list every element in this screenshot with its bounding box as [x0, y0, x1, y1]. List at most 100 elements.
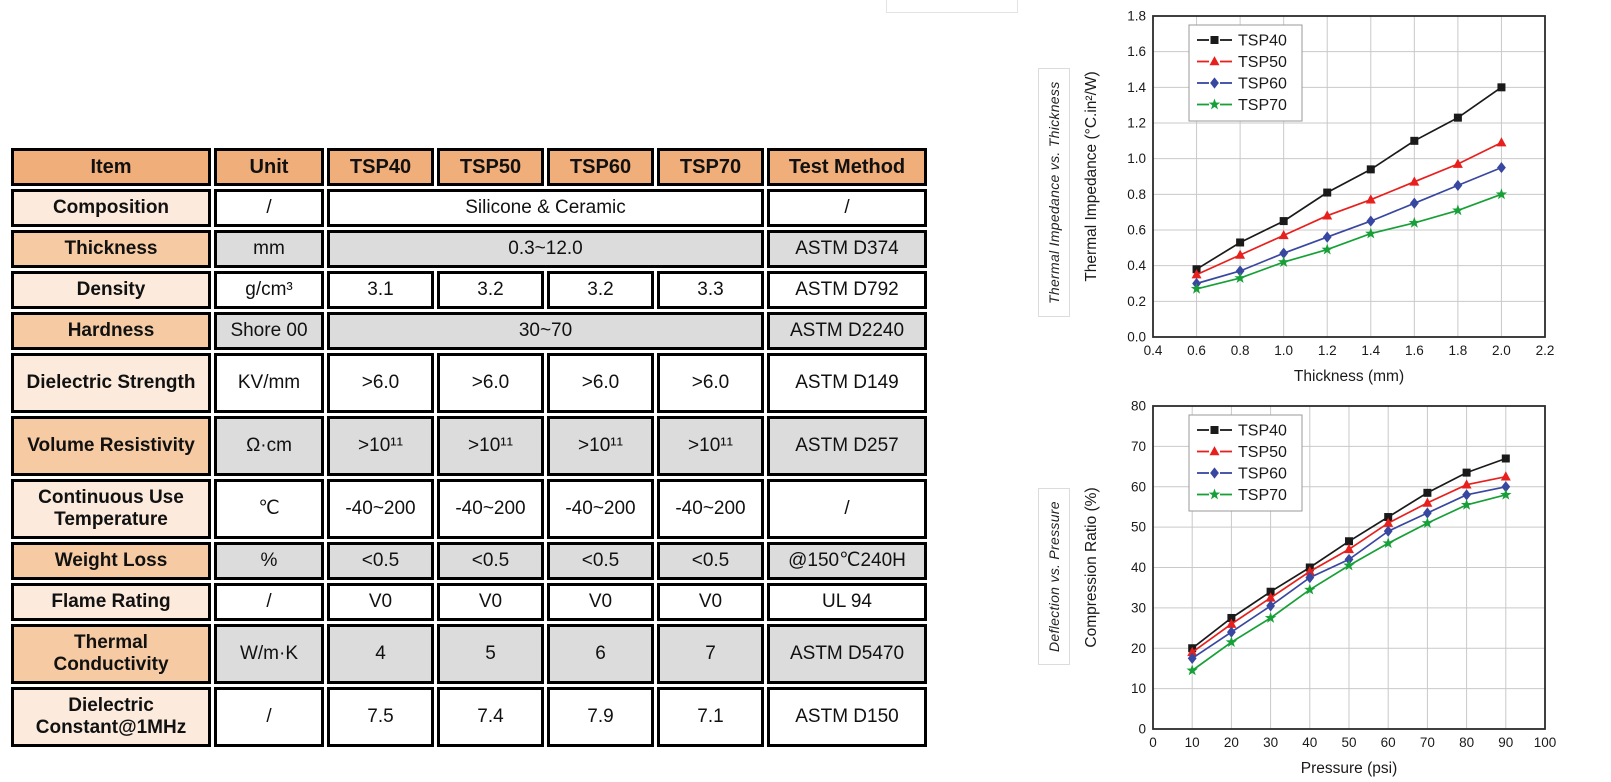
item-cell: Density [11, 271, 211, 309]
value-cell: >10¹¹ [327, 416, 434, 476]
value-cell: V0 [547, 583, 654, 621]
value-cell: 3.1 [327, 271, 434, 309]
unit-cell: g/cm³ [214, 271, 324, 309]
value-cell: 3.2 [437, 271, 544, 309]
test-method-cell: UL 94 [767, 583, 927, 621]
legend: TSP40 TSP50 TSP60 TSP70 [1188, 24, 1303, 122]
svg-text:80: 80 [1459, 735, 1474, 750]
unit-cell: W/m·K [214, 624, 324, 684]
svg-text:0.2: 0.2 [1127, 294, 1146, 309]
value-cell: <0.5 [437, 542, 544, 580]
value-cell: 4 [327, 624, 434, 684]
svg-text:1.0: 1.0 [1274, 343, 1293, 358]
svg-text:10: 10 [1185, 735, 1200, 750]
test-method-cell: ASTM D149 [767, 353, 927, 413]
spec-table: Item Unit TSP40 TSP50 TSP60 TSP70 Test Method … [8, 145, 930, 750]
svg-text:80: 80 [1131, 399, 1146, 414]
value-cell: -40~200 [547, 479, 654, 539]
unit-cell: / [214, 583, 324, 621]
svg-text:Thermal Impedance (°C.in²/W): Thermal Impedance (°C.in²/W) [1083, 71, 1100, 281]
svg-text:50: 50 [1341, 735, 1356, 750]
value-cell: 7.5 [327, 687, 434, 747]
value-cell: <0.5 [327, 542, 434, 580]
unit-cell: KV/mm [214, 353, 324, 413]
svg-text:0.8: 0.8 [1231, 343, 1250, 358]
value-cell: >6.0 [657, 353, 764, 413]
legend: TSP40 TSP50 TSP60 TSP70 [1188, 414, 1303, 512]
svg-text:TSP60: TSP60 [1238, 466, 1287, 483]
value-cell-merged: 30~70 [327, 312, 764, 350]
value-cell: 7.1 [657, 687, 764, 747]
value-cell: -40~200 [437, 479, 544, 539]
value-cell: 5 [437, 624, 544, 684]
item-cell: Flame Rating [11, 583, 211, 621]
svg-text:1.4: 1.4 [1361, 343, 1380, 358]
svg-text:30: 30 [1263, 735, 1278, 750]
value-cell: >6.0 [437, 353, 544, 413]
value-cell: <0.5 [657, 542, 764, 580]
svg-text:1.6: 1.6 [1127, 44, 1146, 59]
item-cell: Weight Loss [11, 542, 211, 580]
value-cell: 3.3 [657, 271, 764, 309]
table-row: Flame Rating / V0 V0 V0 V0 UL 94 [11, 583, 927, 621]
header-cell: TSP40 [327, 148, 434, 186]
item-cell: Dielectric Constant@1MHz [11, 687, 211, 747]
svg-text:2.2: 2.2 [1536, 343, 1555, 358]
table-row: Thermal Conductivity W/m·K 4 5 6 7 ASTM D5470 [11, 624, 927, 684]
test-method-cell: ASTM D150 [767, 687, 927, 747]
value-cell: >10¹¹ [437, 416, 544, 476]
thermal-impedance-side-caption: Thermal Impedance vs. Thickness [1038, 68, 1070, 317]
test-method-cell: ASTM D257 [767, 416, 927, 476]
svg-text:TSP40: TSP40 [1238, 423, 1287, 440]
test-method-cell: ASTM D2240 [767, 312, 927, 350]
svg-text:100: 100 [1534, 735, 1557, 750]
svg-text:90: 90 [1498, 735, 1513, 750]
value-cell: >10¹¹ [547, 416, 654, 476]
spec-table-body: Composition / Silicone & Ceramic / Thickness… [11, 189, 927, 747]
value-cell-merged: Silicone & Ceramic [327, 189, 764, 227]
svg-text:0: 0 [1138, 722, 1146, 737]
svg-text:TSP70: TSP70 [1238, 97, 1287, 114]
test-method-cell: ASTM D5470 [767, 624, 927, 684]
value-cell: >6.0 [327, 353, 434, 413]
svg-text:1.0: 1.0 [1127, 151, 1146, 166]
svg-text:TSP40: TSP40 [1238, 33, 1287, 50]
deflection-side-caption: Deflection vs. Pressure [1038, 488, 1070, 665]
svg-text:0.4: 0.4 [1127, 258, 1146, 273]
unit-cell: mm [214, 230, 324, 268]
unit-cell: Ω·cm [214, 416, 324, 476]
svg-text:1.8: 1.8 [1448, 343, 1467, 358]
svg-text:0.6: 0.6 [1187, 343, 1206, 358]
header-cell: Unit [214, 148, 324, 186]
test-method-cell: ASTM D792 [767, 271, 927, 309]
table-row: Weight Loss% <0.5 <0.5 <0.5 <0.5 @150℃240H [11, 542, 927, 580]
svg-text:Pressure (psi): Pressure (psi) [1301, 760, 1397, 777]
value-cell: V0 [327, 583, 434, 621]
svg-text:TSP60: TSP60 [1238, 76, 1287, 93]
svg-text:20: 20 [1131, 641, 1146, 656]
svg-text:Compression Ratio (%): Compression Ratio (%) [1083, 487, 1100, 647]
svg-text:70: 70 [1131, 439, 1146, 454]
value-cell: 7 [657, 624, 764, 684]
header-cell: Item [11, 148, 211, 186]
item-cell: Volume Resistivity [11, 416, 211, 476]
item-cell: Thermal Conductivity [11, 624, 211, 684]
svg-text:0: 0 [1149, 735, 1157, 750]
svg-text:1.8: 1.8 [1127, 9, 1146, 24]
table-row: Thickness mm 0.3~12.0 ASTM D374 [11, 230, 927, 268]
unit-cell: ℃ [214, 479, 324, 539]
svg-text:1.6: 1.6 [1405, 343, 1424, 358]
table-row: Volume Resistivity Ω·cm >10¹¹ >10¹¹ >10¹¹ >10… [11, 416, 927, 476]
svg-text:50: 50 [1131, 520, 1146, 535]
svg-text:1.2: 1.2 [1318, 343, 1337, 358]
header-cell: TSP70 [657, 148, 764, 186]
value-cell: V0 [657, 583, 764, 621]
unit-cell: / [214, 687, 324, 747]
value-cell: 7.4 [437, 687, 544, 747]
thermal-impedance-chart: 0.4 0.6 0.8 1.0 1.2 1.4 1.6 1.8 2.0 2.2 0.0 0.2 0.4 0… [1075, 0, 1611, 390]
svg-text:Thickness (mm): Thickness (mm) [1294, 368, 1404, 385]
table-row: Continuous Use Temperature ℃ -40~200 -40~20… [11, 479, 927, 539]
svg-text:30: 30 [1131, 600, 1146, 615]
value-cell: >6.0 [547, 353, 654, 413]
